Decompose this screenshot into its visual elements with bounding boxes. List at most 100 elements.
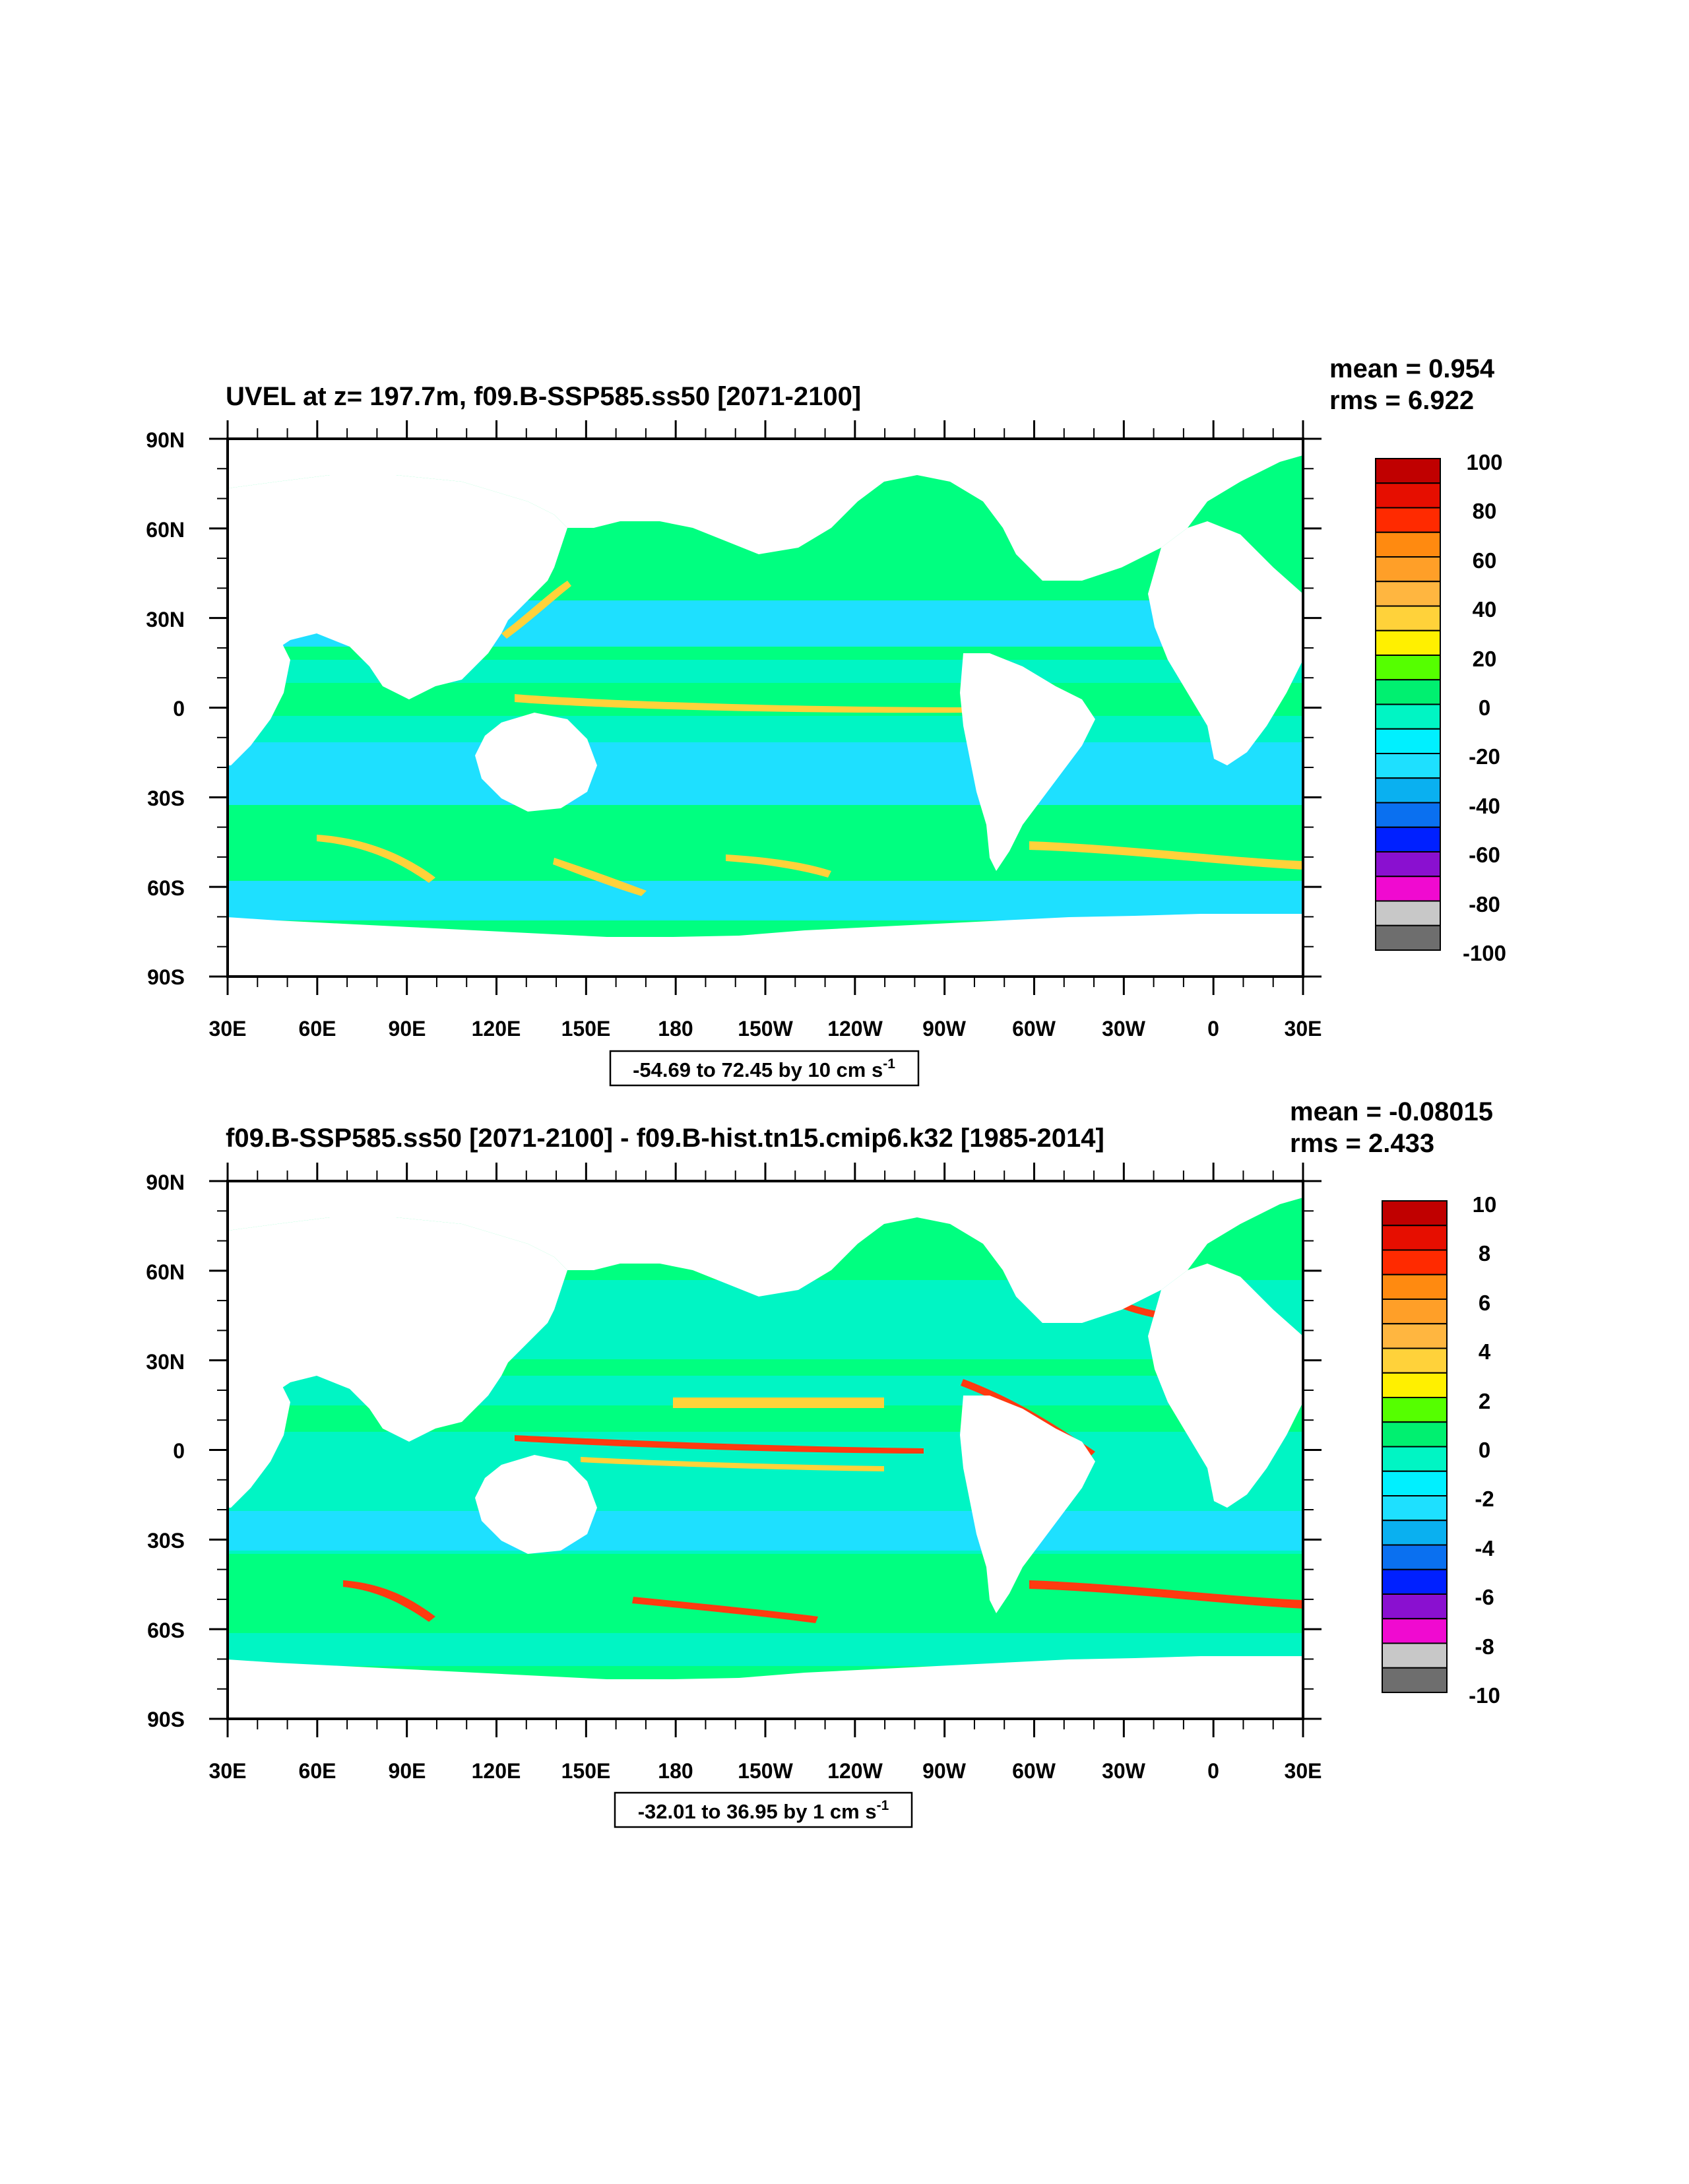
panel-2-lat-label: 90N <box>146 1171 185 1194</box>
panel-2-rms-label: rms = 2.433 <box>1290 1129 1434 1158</box>
panel-2-colorbar-label: 2 <box>1479 1389 1490 1413</box>
panel-1-colorbar-swatch <box>1375 507 1441 533</box>
panel-1-land-eurasia-africa <box>228 475 567 699</box>
panel-1-lat-label: 0 <box>173 697 185 721</box>
panel-2-lon-label: 180 <box>658 1759 693 1783</box>
panel-2-colorbar-swatch <box>1382 1200 1448 1227</box>
panel-1-colorbar-swatch <box>1375 629 1441 656</box>
panel-1-colorbar-swatch <box>1375 458 1441 484</box>
panel-2-lat-label: 90S <box>147 1708 185 1731</box>
panel-2-lat-labels: 90N 60N 30N 0 30S 60S 90S <box>146 1171 185 1731</box>
panel-1-colorbar <box>1375 458 1441 951</box>
panel-2-title: f09.B-SSP585.ss50 [2071-2100] - f09.B-hi… <box>226 1124 1104 1153</box>
panel-1-lat-label: 30N <box>146 608 185 631</box>
panel-2-equatorial-undercurrent <box>515 1435 924 1454</box>
panel-1-velocity-bands <box>228 581 1303 920</box>
panel-1-colorbar-swatch <box>1375 581 1441 607</box>
panel-2-colorbar-swatch <box>1382 1421 1448 1448</box>
panel-2-land-antarctica <box>228 1656 1303 1719</box>
panel-2-lon-label: 30W <box>1102 1759 1146 1783</box>
panel-1-lon-label: 60E <box>299 1017 336 1041</box>
panel-2-land <box>228 1181 1303 1719</box>
panel-1-colorbar-swatch <box>1375 777 1441 804</box>
panel-2-colorbar-swatch <box>1382 1347 1448 1374</box>
panel-1-lat-label: 30S <box>147 787 185 810</box>
panel-1-lon-label: 30E <box>209 1017 247 1041</box>
panel-1-colorbar-swatch <box>1375 876 1441 902</box>
panel-2-lon-label: 0 <box>1207 1759 1219 1783</box>
panel-2-colorbar-label: 6 <box>1479 1291 1490 1315</box>
panel-2-colorbar-swatch <box>1382 1273 1448 1300</box>
panel-2-lon-label: 150W <box>738 1759 793 1783</box>
panel-2-lon-label: 90E <box>389 1759 426 1783</box>
panel-2-lon-label: 30E <box>209 1759 247 1783</box>
panel-1-colorbar-label: -100 <box>1463 941 1506 965</box>
panel-1-lon-label: 90W <box>922 1017 967 1041</box>
panel-1-colorbar-swatch <box>1375 531 1441 558</box>
panel-2-southern-jet-b <box>632 1597 818 1623</box>
panel-2-land-australia <box>475 1455 597 1554</box>
panel-1-colorbar-labels: 100 80 60 40 20 0 -20 -40 -60 -80 -100 <box>1463 450 1506 965</box>
panel-1-colorbar-label: 80 <box>1473 499 1497 523</box>
panel-1-southern-jet-a <box>317 835 435 883</box>
panel-1-range-label: -54.69 to 72.45 by 10 cm s <box>633 1058 883 1081</box>
panel-2-colorbar-swatch <box>1382 1568 1448 1595</box>
panel-2-colorbar-swatch <box>1382 1249 1448 1275</box>
panel-2-lon-label: 60E <box>299 1759 336 1783</box>
panel-1-lon-label: 60W <box>1012 1017 1056 1041</box>
panel-2-mean-label: mean = -0.08015 <box>1290 1097 1493 1126</box>
panel-1-lat-label: 60S <box>147 876 185 900</box>
panel-1-colorbar-swatch <box>1375 728 1441 754</box>
panel-2-colorbar-swatch <box>1382 1299 1448 1325</box>
panel-2-colorbar-label: -10 <box>1469 1683 1500 1708</box>
panel-1-land-africa-west <box>1148 521 1303 765</box>
panel-1-colorbar-swatch <box>1375 900 1441 926</box>
panel-1-lon-labels: 30E 60E 90E 120E 150E 180 150W 120W 90W … <box>209 1017 1322 1041</box>
panel-1-colorbar-label: -20 <box>1469 744 1500 769</box>
panel-1-colorbar-swatch <box>1375 482 1441 509</box>
panel-2-range-label-box: -32.01 to 36.95 by 1 cm s-1 <box>614 1791 913 1828</box>
panel-1-lon-label: 30W <box>1102 1017 1146 1041</box>
panel-1-band-south-equatorial <box>228 716 1303 742</box>
panel-2-colorbar-swatch <box>1382 1323 1448 1349</box>
panel-2-colorbar-label: -2 <box>1475 1487 1494 1511</box>
panel-2-land-africa-east <box>228 1356 290 1508</box>
panel-1-colorbar-swatch <box>1375 703 1441 730</box>
panel-2-lon-labels: 30E 60E 90E 120E 150E 180 150W 120W 90W … <box>209 1759 1322 1783</box>
panel-2-colorbar-swatch <box>1382 1470 1448 1496</box>
panel-1-colorbar-label: -80 <box>1469 892 1500 916</box>
panel-1-lon-label: 150W <box>738 1017 793 1041</box>
panel-1-lon-label: 30E <box>1285 1017 1322 1041</box>
panel-2-band-north-equatorial-cc <box>673 1397 884 1408</box>
panel-1-southern-jet-d <box>1029 841 1303 870</box>
panel-1-colorbar-swatch <box>1375 679 1441 705</box>
panel-2-colorbar-label: -6 <box>1475 1585 1494 1609</box>
panel-2-colorbar-labels: 10 8 6 4 2 0 -2 -4 -6 -8 -10 <box>1469 1192 1500 1708</box>
panel-1-lon-label: 120W <box>827 1017 883 1041</box>
panel-2-colorbar-swatch <box>1382 1520 1448 1546</box>
panel-2: f09.B-SSP585.ss50 [2071-2100] - f09.B-hi… <box>146 1097 1500 1828</box>
panel-1-land-antarctica <box>228 914 1303 977</box>
svg-text:-32.01 to 36.95 by 1 cm s-1: -32.01 to 36.95 by 1 cm s-1 <box>638 1798 889 1823</box>
panel-1-colorbar-label: 20 <box>1473 647 1497 671</box>
panel-1-colorbar-swatch <box>1375 605 1441 631</box>
panel-2-colorbar-swatch <box>1382 1544 1448 1570</box>
panel-1-lon-label: 150E <box>561 1017 611 1041</box>
svg-text:-54.69 to 72.45 by 10 cm s-1: -54.69 to 72.45 by 10 cm s-1 <box>633 1056 895 1081</box>
panel-1-land-africa-east <box>228 614 290 765</box>
panel-2-colorbar-swatch <box>1382 1642 1448 1669</box>
panel-1-map <box>228 439 1303 977</box>
panel-2-lon-label: 120W <box>827 1759 883 1783</box>
panel-1-range-label-box: -54.69 to 72.45 by 10 cm s-1 <box>609 1050 920 1087</box>
panel-1-land <box>228 439 1303 977</box>
panel-2-colorbar-swatch <box>1382 1593 1448 1620</box>
panel-2-lon-label: 120E <box>472 1759 521 1783</box>
panel-1-colorbar-label: 60 <box>1473 548 1497 573</box>
panel-1-lat-labels: 90N 60N 30N 0 30S 60S 90S <box>146 428 185 989</box>
panel-2-land-south-america <box>960 1396 1095 1613</box>
panel-2-colorbar-swatch <box>1382 1667 1448 1693</box>
panel-2-colorbar-label: 4 <box>1479 1339 1491 1364</box>
panel-2-lon-label: 150E <box>561 1759 611 1783</box>
panel-2-colorbar-swatch <box>1382 1397 1448 1423</box>
